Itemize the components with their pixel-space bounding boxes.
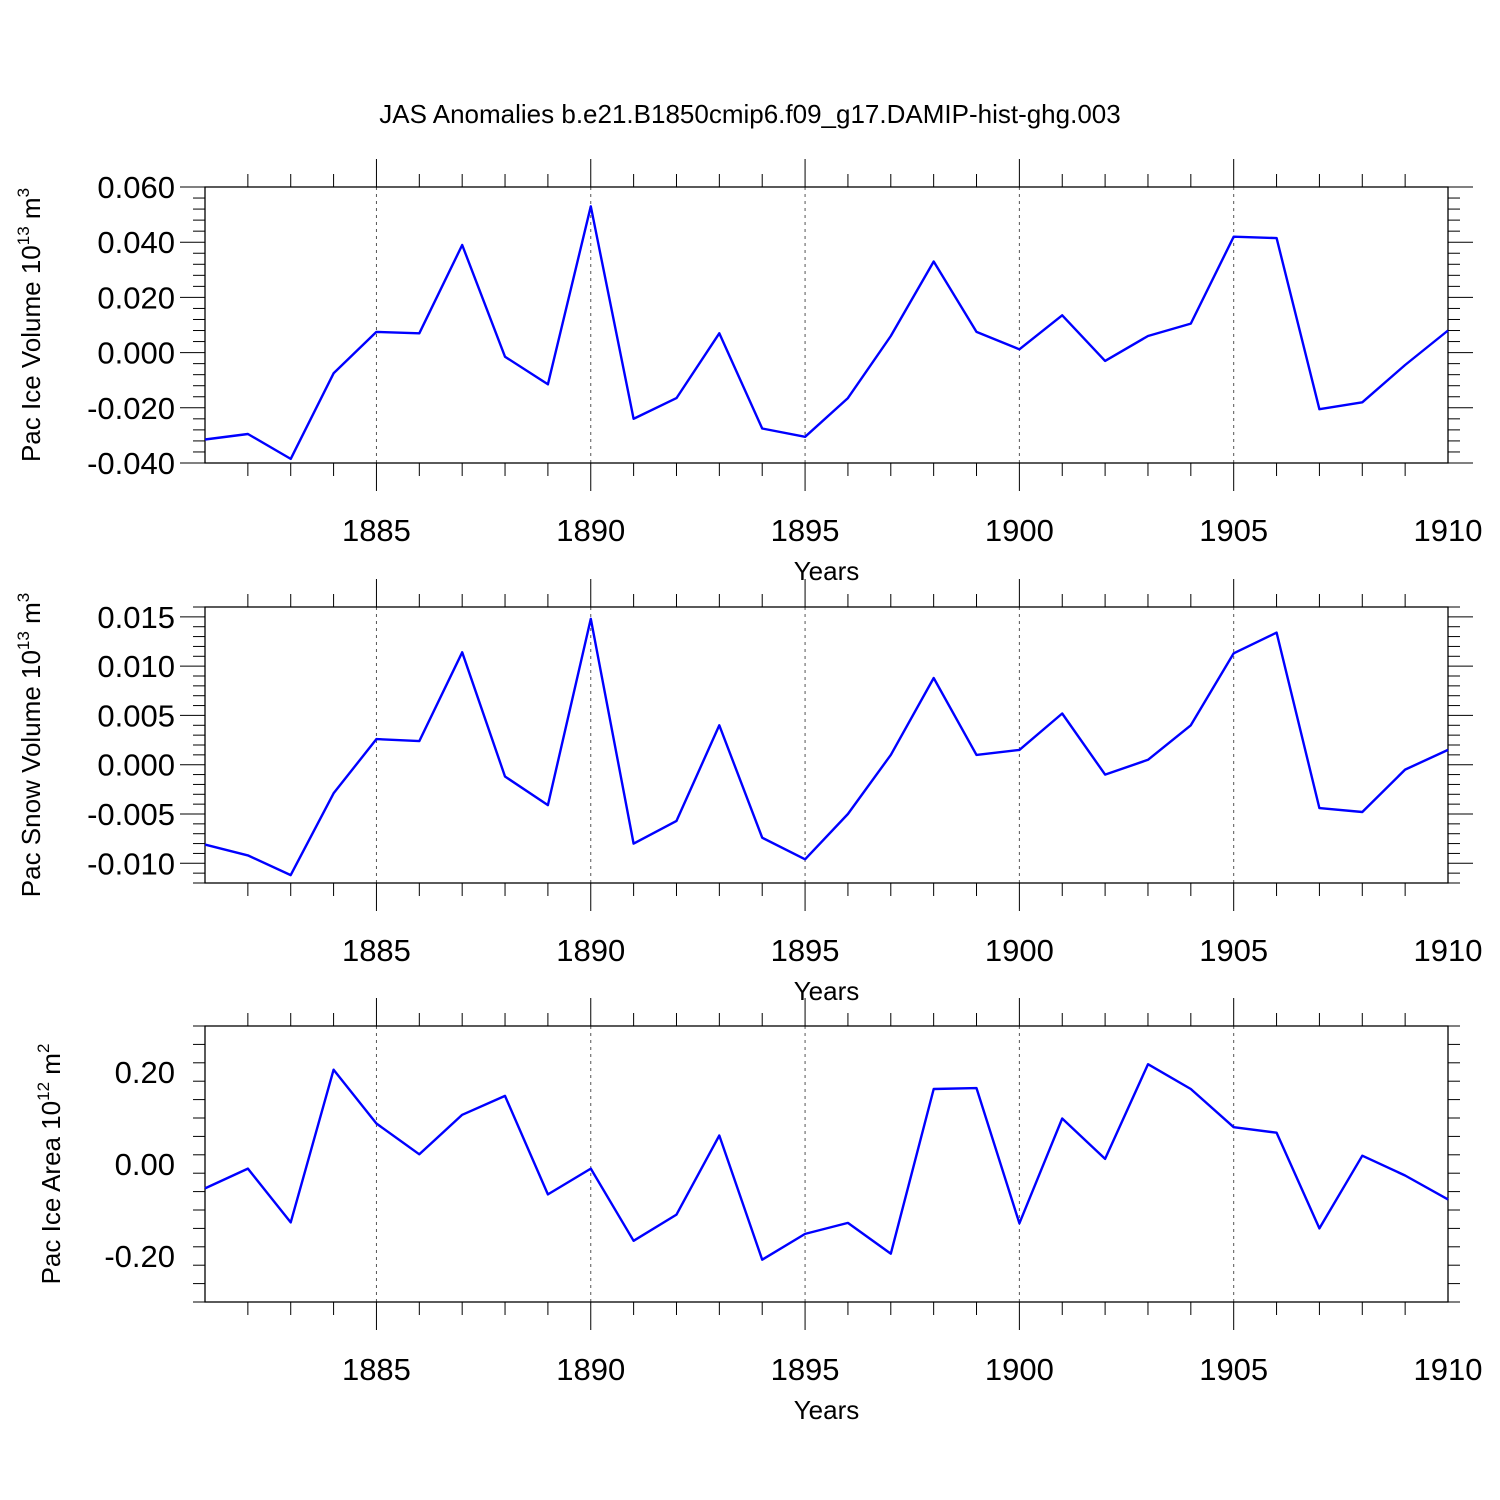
ytick-label: 0.20 — [115, 1055, 175, 1090]
xtick-label-1895: 1895 — [771, 1352, 840, 1387]
y-axis-label: Pac Ice Volume 1013 m3 — [14, 188, 46, 462]
ytick-label: 0.005 — [97, 698, 175, 733]
xtick-label-1905: 1905 — [1199, 513, 1268, 548]
plot-frame — [204, 186, 1449, 464]
xtick-label-1900: 1900 — [985, 933, 1054, 968]
xtick-label-1900: 1900 — [985, 513, 1054, 548]
ytick-label: 0.010 — [97, 649, 175, 684]
xtick-label-1910: 1910 — [1414, 513, 1483, 548]
xtick-label-1885: 1885 — [342, 933, 411, 968]
xtick-label-1910: 1910 — [1414, 1352, 1483, 1387]
xtick-label-1905: 1905 — [1199, 933, 1268, 968]
panel-1: -0.040 -0.020 0.000 0.020 0.040 0.060 1885 1890… — [14, 159, 1482, 586]
ytick-label: 0.000 — [97, 336, 175, 371]
chart-panels: -0.040 -0.020 0.000 0.020 0.040 0.060 1885 1890… — [14, 159, 1482, 1425]
ytick-label: -0.010 — [87, 846, 175, 881]
xtick-label-1910: 1910 — [1414, 933, 1483, 968]
xtick-label-1890: 1890 — [556, 513, 625, 548]
y-axis-label: Pac Snow Volume 1013 m3 — [14, 593, 46, 897]
xtick-label-1885: 1885 — [342, 513, 411, 548]
xtick-label-1895: 1895 — [771, 933, 840, 968]
xtick-label-1885: 1885 — [342, 1352, 411, 1387]
ytick-label: 0.040 — [97, 225, 175, 260]
y-axis-label: Pac Ice Area 1012 m2 — [34, 1044, 66, 1285]
plot-frame — [204, 606, 1449, 884]
ytick-label: 0.000 — [97, 748, 175, 783]
series-line — [204, 617, 1449, 877]
x-axis-label: Years — [794, 976, 860, 1006]
ytick-label: 0.00 — [115, 1147, 175, 1182]
panel-2: -0.010 -0.005 0.000 0.005 0.010 0.015 1885 1890… — [14, 579, 1482, 1006]
ytick-label: -0.005 — [87, 797, 175, 832]
xtick-label-1895: 1895 — [771, 513, 840, 548]
ytick-label: 0.060 — [97, 170, 175, 205]
x-axis-label: Years — [794, 556, 860, 586]
ytick-label: -0.040 — [87, 446, 175, 481]
ytick-label: -0.20 — [104, 1239, 175, 1274]
ytick-label: 0.020 — [97, 280, 175, 315]
figure-title: JAS Anomalies b.e21.B1850cmip6.f09_g17.D… — [379, 99, 1120, 129]
xtick-label-1890: 1890 — [556, 933, 625, 968]
ytick-label: -0.020 — [87, 391, 175, 426]
ytick-label: 0.015 — [97, 600, 175, 635]
xtick-label-1890: 1890 — [556, 1352, 625, 1387]
series-line — [204, 205, 1449, 461]
series-line — [204, 1062, 1449, 1261]
xtick-label-1905: 1905 — [1199, 1352, 1268, 1387]
xtick-label-1900: 1900 — [985, 1352, 1054, 1387]
x-axis-label: Years — [794, 1395, 860, 1425]
plot-frame — [204, 1025, 1449, 1303]
panel-3: -0.20 0.00 0.20 1885 1890 1895 1900 1905 1910 Yea… — [34, 998, 1482, 1425]
